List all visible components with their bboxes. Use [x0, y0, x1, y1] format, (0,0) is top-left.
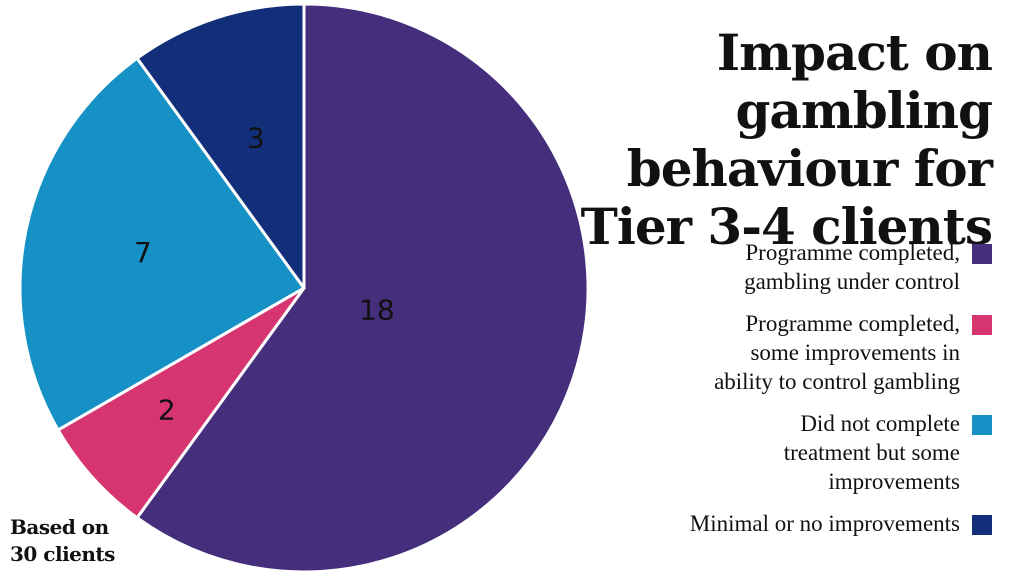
legend-label-line: gambling under control — [744, 269, 960, 294]
sample-size-note: Based on 30 clients — [10, 514, 115, 568]
legend-swatch — [972, 415, 992, 435]
chart-title-line: Tier 3-4 clients — [580, 197, 993, 256]
legend-label-line: ability to control gambling — [714, 369, 960, 394]
chart-title-line: behaviour for — [626, 139, 993, 198]
chart-title-line: Impact on gambling — [716, 23, 993, 140]
pie-slice-value-label: 2 — [158, 394, 176, 427]
legend-label: Programme completed, some improvements i… — [714, 309, 960, 396]
pie-slice — [18, 56, 306, 432]
legend-label-line: improvements — [828, 469, 960, 494]
legend: Programme completed, gambling under cont… — [592, 238, 992, 551]
legend-swatch — [972, 315, 992, 335]
pie-value-labels: 18 2 7 3 — [134, 121, 395, 426]
pie-slice-value-label: 3 — [247, 121, 265, 154]
note-line: Based on — [10, 515, 109, 539]
legend-label-line: Minimal or no improvements — [689, 511, 960, 536]
legend-label-line: treatment but some — [783, 440, 960, 465]
legend-swatch — [972, 515, 992, 535]
pie-slice-value-label: 18 — [359, 294, 395, 327]
chart-title: Impact on gambling behaviour for Tier 3-… — [472, 23, 993, 256]
pie-slice — [135, 2, 590, 574]
legend-item-completed-some-improvements: Programme completed, some improvements i… — [592, 309, 992, 396]
pie-slice — [56, 286, 306, 520]
legend-label: Programme completed, gambling under cont… — [744, 238, 960, 296]
legend-label-line: some improvements in — [750, 340, 960, 365]
pie-slice-value-label: 7 — [134, 236, 152, 269]
legend-item-minimal-or-no-improvements: Minimal or no improvements — [592, 509, 992, 538]
legend-label-line: Did not complete — [800, 411, 960, 436]
legend-label-line: Programme completed, — [745, 311, 960, 336]
pie-slices — [18, 2, 590, 574]
pie-slice — [135, 2, 306, 290]
legend-label: Minimal or no improvements — [690, 509, 960, 538]
legend-label-line: Programme completed, — [745, 240, 960, 265]
legend-swatch — [972, 244, 992, 264]
legend-item-completed-under-control: Programme completed, gambling under cont… — [592, 238, 992, 296]
note-line: 30 clients — [10, 542, 115, 566]
legend-label: Did not complete treatment but some impr… — [784, 409, 960, 496]
legend-item-not-completed-some-improvements: Did not complete treatment but some impr… — [592, 409, 992, 496]
